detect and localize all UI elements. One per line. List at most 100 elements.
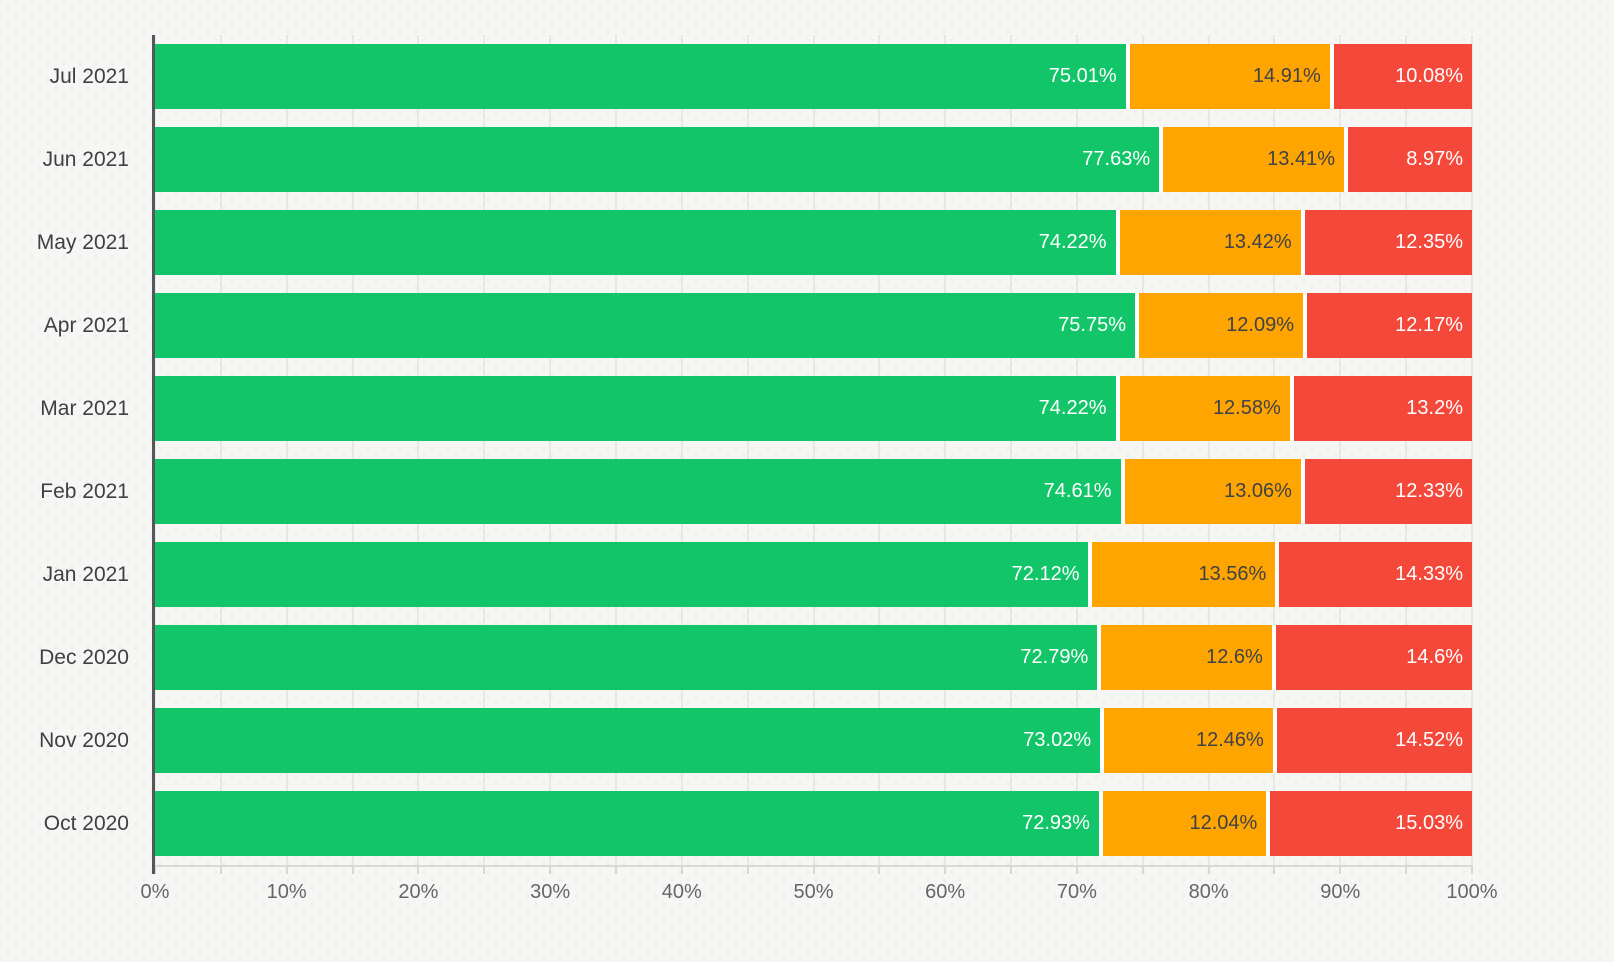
gridline: [1010, 35, 1013, 865]
gridline: [1273, 35, 1276, 865]
gridline: [1471, 35, 1473, 865]
bar-segment-orange[interactable]: 12.09%: [1135, 293, 1303, 358]
gridline: [944, 35, 947, 865]
bar-segment-value-label: 8.97%: [1406, 148, 1463, 170]
bar-segment-value-label: 73.02%: [1023, 729, 1092, 751]
bar-segment-orange[interactable]: 12.58%: [1115, 376, 1290, 441]
bar-segment-value-label: 13.2%: [1406, 397, 1463, 419]
bar-segment-red[interactable]: 10.08%: [1329, 44, 1472, 109]
bar-segment-red[interactable]: 12.17%: [1303, 293, 1472, 358]
bar-segment-red[interactable]: 12.35%: [1300, 210, 1472, 275]
y-axis-category-label: Jan 2021: [42, 562, 129, 586]
x-axis-tick: [154, 865, 156, 874]
gridline: [351, 35, 354, 865]
stacked-bar: 74.61% 13.06% 12.33%: [155, 459, 1472, 524]
x-axis-tick: [746, 865, 749, 874]
x-axis-label: 10%: [266, 881, 307, 903]
bar-segment-green[interactable]: 77.63%: [155, 127, 1160, 192]
x-axis-tick: [417, 865, 420, 874]
y-axis-category-label: Jul 2021: [49, 64, 129, 88]
bar-segment-red[interactable]: 14.52%: [1272, 708, 1472, 773]
x-axis-tick: [219, 865, 222, 874]
bar-segment-value-label: 13.06%: [1224, 480, 1292, 502]
bar-segment-green[interactable]: 75.75%: [155, 293, 1136, 358]
gridline: [549, 35, 552, 865]
gridline: [1405, 35, 1408, 865]
bar-segment-value-label: 14.6%: [1406, 646, 1463, 668]
bar-segment-green[interactable]: 72.12%: [155, 542, 1089, 607]
gridline: [680, 35, 683, 865]
x-axis-tick: [483, 865, 486, 874]
x-axis-tick: [1339, 865, 1342, 874]
gridline: [878, 35, 881, 865]
bar-segment-red[interactable]: 15.03%: [1266, 791, 1473, 856]
bar-segment-red[interactable]: 8.97%: [1344, 127, 1472, 192]
y-axis-category-label: Mar 2021: [40, 396, 129, 420]
bar-segment-orange[interactable]: 14.91%: [1125, 44, 1330, 109]
bar-segment-value-label: 72.93%: [1022, 812, 1090, 834]
x-axis-tick: [944, 865, 947, 874]
bar-segment-green[interactable]: 72.79%: [155, 625, 1098, 690]
x-axis-tick: [1405, 865, 1408, 874]
gridline: [219, 35, 222, 865]
bar-row: Jul 2021 75.01% 14.91% 10.08%: [50, 35, 1472, 118]
bar-row: May 2021 74.22% 13.42% 12.35%: [37, 201, 1472, 284]
bar-segment-green[interactable]: 74.22%: [155, 376, 1116, 441]
y-axis-category-label: Oct 2020: [43, 811, 129, 835]
bar-segment-value-label: 14.52%: [1395, 729, 1463, 751]
gridline: [1075, 35, 1078, 865]
bar-segment-value-label: 14.91%: [1252, 65, 1321, 87]
gridline: [154, 35, 156, 865]
bar-segment-value-label: 12.6%: [1206, 646, 1263, 668]
bar-segment-value-label: 14.33%: [1395, 563, 1463, 585]
x-axis-tick: [1075, 865, 1078, 874]
plot-area: 0% 10% 20% 30% 40% 50% 60% 70% 80% 90% 100% Jul 202…: [37, 35, 1498, 903]
bar-segment-red[interactable]: 13.2%: [1289, 376, 1472, 441]
bar-segment-green[interactable]: 75.01%: [155, 44, 1126, 109]
bar-segment-orange[interactable]: 13.06%: [1120, 459, 1301, 524]
bar-segment-value-label: 12.58%: [1212, 397, 1281, 419]
x-axis-tick: [614, 865, 617, 874]
bar-segment-orange[interactable]: 12.04%: [1098, 791, 1267, 856]
stacked-bar: 75.75% 12.09% 12.17%: [155, 293, 1472, 358]
gridline: [1141, 35, 1144, 865]
bar-row: Mar 2021 74.22% 12.58% 13.2%: [40, 367, 1472, 450]
bar-segment-red[interactable]: 14.6%: [1271, 625, 1472, 690]
bar-segment-green[interactable]: 74.22%: [155, 210, 1116, 275]
stacked-bar: 77.63% 13.41% 8.97%: [155, 127, 1472, 192]
x-axis-label: 90%: [1320, 881, 1361, 903]
bar-segment-value-label: 10.08%: [1395, 65, 1463, 87]
bar-segment-value-label: 74.22%: [1038, 231, 1107, 253]
bar-segment-value-label: 13.41%: [1267, 148, 1336, 170]
stacked-bar: 73.02% 12.46% 14.52%: [155, 708, 1472, 773]
y-axis-line: [152, 35, 155, 874]
x-axis-tick: [1471, 865, 1473, 874]
bar-segment-value-label: 74.61%: [1043, 480, 1112, 502]
bar-segment-green[interactable]: 73.02%: [155, 708, 1101, 773]
gridline: [812, 35, 815, 865]
y-axis-category-label: Nov 2020: [39, 728, 129, 752]
bar-segment-green[interactable]: 74.61%: [155, 459, 1121, 524]
bar-row: Oct 2020 72.93% 12.04% 15.03%: [44, 782, 1473, 865]
x-axis-tick: [285, 865, 288, 874]
bar-row: Nov 2020 73.02% 12.46% 14.52%: [39, 699, 1472, 782]
bar-segment-red[interactable]: 14.33%: [1275, 542, 1472, 607]
bar-segment-green[interactable]: 72.93%: [155, 791, 1099, 856]
stacked-bar: 72.79% 12.6% 14.6%: [155, 625, 1472, 690]
bar-segment-red[interactable]: 12.33%: [1300, 459, 1472, 524]
bar-segment-orange[interactable]: 12.46%: [1100, 708, 1273, 773]
stacked-bar: 72.93% 12.04% 15.03%: [155, 791, 1473, 856]
bar-segment-value-label: 12.46%: [1196, 729, 1264, 751]
bar-segment-orange[interactable]: 13.41%: [1159, 127, 1345, 192]
bar-segment-orange[interactable]: 13.42%: [1115, 210, 1301, 275]
bar-segment-orange[interactable]: 13.56%: [1088, 542, 1276, 607]
x-axis-tick: [680, 865, 683, 874]
bar-segment-value-label: 75.75%: [1058, 314, 1127, 336]
bar-segment-value-label: 77.63%: [1082, 148, 1151, 170]
stacked-bar: 74.22% 13.42% 12.35%: [155, 210, 1472, 275]
x-axis-tick: [549, 865, 552, 874]
gridline: [1207, 35, 1210, 865]
y-axis-category-label: Feb 2021: [40, 479, 129, 503]
bar-segment-orange[interactable]: 12.6%: [1097, 625, 1272, 690]
